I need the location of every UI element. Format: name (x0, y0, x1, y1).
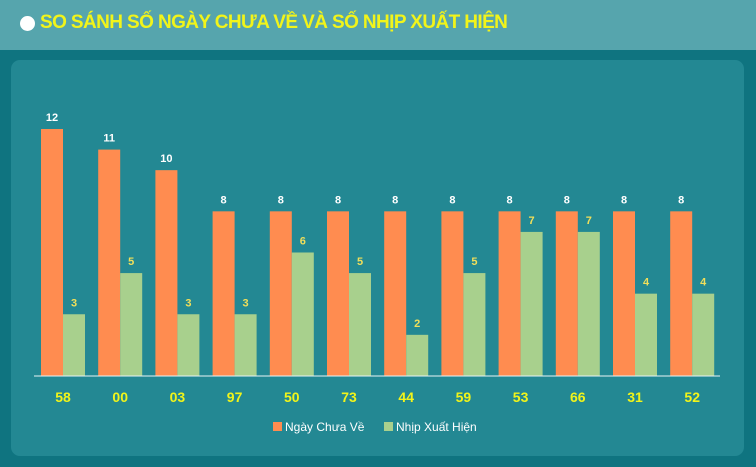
bar-ngay-chua-ve-44 (384, 211, 407, 376)
category-label-50: 50 (284, 389, 300, 405)
chart-legend: Ngày Chưa Về Nhịp Xuất Hiện (273, 420, 477, 434)
category-label-58: 58 (55, 389, 71, 405)
data-label: 5 (128, 256, 134, 268)
bar-ngay-chua-ve-31 (613, 211, 635, 376)
data-label: 11 (103, 133, 115, 145)
category-label-52: 52 (684, 389, 700, 405)
legend-label: Nhịp Xuất Hiện (396, 420, 477, 434)
bar-nhip-xuat-hien-31 (635, 293, 657, 376)
bar-ngay-chua-ve-03 (155, 170, 178, 376)
legend-swatch (384, 422, 393, 431)
data-label: 8 (564, 194, 570, 206)
data-label: 10 (160, 153, 172, 165)
data-label: 6 (300, 236, 306, 248)
data-label: 8 (621, 194, 627, 206)
data-label: 5 (357, 256, 363, 268)
bar-nhip-xuat-hien-44 (406, 334, 429, 376)
category-label-44: 44 (398, 389, 414, 405)
header-bar: SO SÁNH SỐ NGÀY CHƯA VỀ VÀ SỐ NHỊP XUẤT … (0, 0, 756, 50)
bar-ngay-chua-ve-73 (327, 211, 349, 376)
data-label: 8 (335, 194, 341, 206)
data-label: 4 (643, 277, 650, 289)
bar-nhip-xuat-hien-97 (234, 314, 257, 376)
circle-bullet-icon (20, 16, 35, 31)
bar-nhip-xuat-hien-52 (692, 293, 715, 376)
data-label: 7 (529, 215, 535, 227)
bar-ngay-chua-ve-52 (670, 211, 693, 376)
data-label: 8 (278, 194, 284, 206)
bar-ngay-chua-ve-50 (269, 211, 292, 376)
bar-nhip-xuat-hien-00 (120, 273, 143, 376)
category-label-66: 66 (570, 389, 586, 405)
category-label-97: 97 (227, 389, 243, 405)
legend-swatch (273, 422, 282, 431)
bar-nhip-xuat-hien-53 (520, 231, 543, 376)
data-label: 7 (586, 215, 592, 227)
category-label-73: 73 (341, 389, 357, 405)
bar-nhip-xuat-hien-03 (177, 314, 200, 376)
data-label: 8 (678, 194, 684, 206)
data-label: 8 (449, 194, 455, 206)
category-label-53: 53 (513, 389, 529, 405)
bar-ngay-chua-ve-97 (212, 211, 235, 376)
data-label: 8 (392, 194, 398, 206)
data-label: 8 (221, 194, 227, 206)
chart-labels: 1235811500103038397865085738244855987538… (46, 112, 707, 405)
data-label: 3 (185, 297, 191, 309)
bar-nhip-xuat-hien-58 (63, 314, 85, 376)
bar-ngay-chua-ve-58 (41, 129, 63, 376)
legend-item-ngay-chua-ve[interactable]: Ngày Chưa Về (273, 420, 365, 434)
category-label-00: 00 (112, 389, 128, 405)
bar-ngay-chua-ve-59 (441, 211, 464, 376)
data-label: 2 (414, 318, 420, 330)
data-label: 12 (46, 112, 58, 124)
bar-ngay-chua-ve-53 (498, 211, 521, 376)
data-label: 4 (700, 277, 707, 289)
chart-bars (41, 129, 715, 376)
legend-item-nhip-xuat-hien[interactable]: Nhịp Xuất Hiện (384, 420, 477, 434)
bar-nhip-xuat-hien-50 (291, 252, 314, 376)
bar-nhip-xuat-hien-66 (577, 231, 600, 376)
category-label-59: 59 (456, 389, 472, 405)
data-label: 5 (471, 256, 477, 268)
bar-nhip-xuat-hien-73 (349, 273, 371, 376)
bar-ngay-chua-ve-00 (98, 149, 121, 376)
category-label-03: 03 (170, 389, 186, 405)
page-title: SO SÁNH SỐ NGÀY CHƯA VỀ VÀ SỐ NHỊP XUẤT … (40, 12, 508, 33)
bar-nhip-xuat-hien-59 (463, 273, 486, 376)
bar-ngay-chua-ve-66 (555, 211, 578, 376)
data-label: 3 (71, 297, 77, 309)
data-label: 3 (243, 297, 249, 309)
data-label: 8 (507, 194, 513, 206)
legend-label: Ngày Chưa Về (285, 420, 365, 434)
category-label-31: 31 (627, 389, 643, 405)
